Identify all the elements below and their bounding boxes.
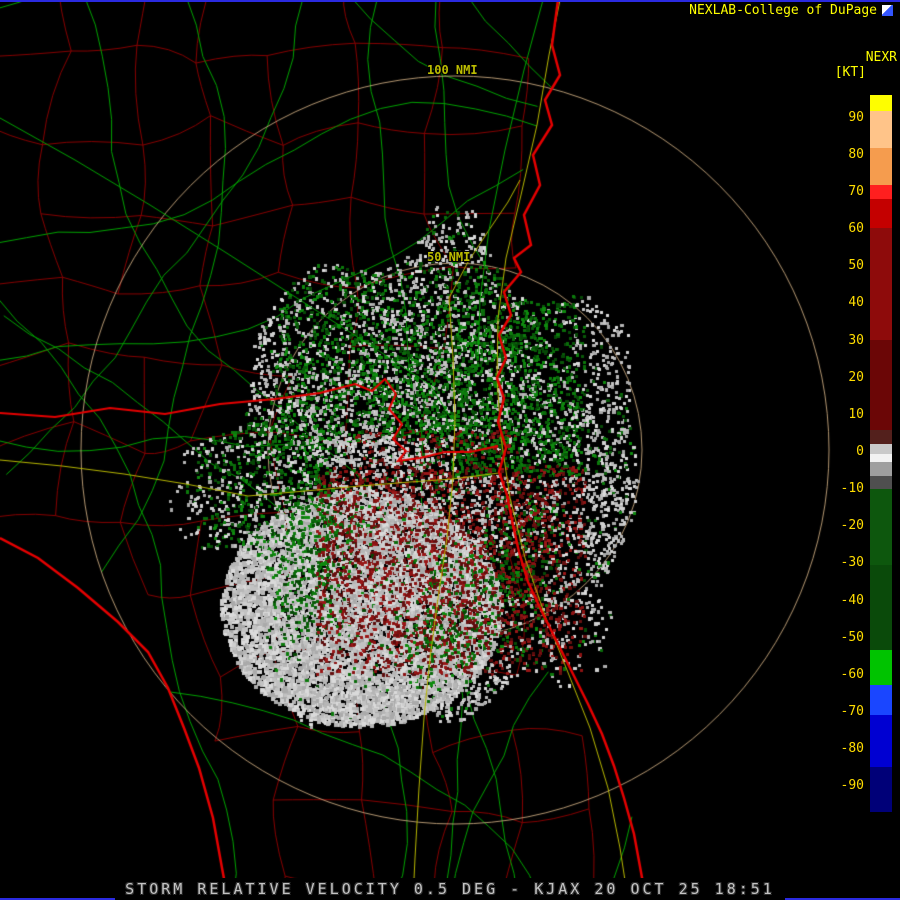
legend-tick: -20 (840, 518, 864, 534)
legend-tick: -70 (840, 704, 864, 720)
legend-tick: 80 (848, 146, 864, 162)
legend-tick: 0 (856, 444, 864, 459)
legend-tick: -80 (840, 741, 864, 757)
legend-tick: 30 (848, 332, 864, 348)
range-ring-label-100: 100 NMI (427, 63, 478, 77)
attribution: NEXLAB-College of DuPage (687, 2, 895, 19)
legend-tick: 90 (848, 109, 864, 125)
legend-title: NEXR (865, 50, 897, 65)
cod-logo-icon (882, 5, 893, 16)
legend-tick: -40 (840, 592, 864, 608)
legend-tick: -10 (840, 481, 864, 497)
top-border-line (0, 0, 900, 2)
legend-tick: -60 (840, 666, 864, 682)
legend-tick: -90 (840, 778, 864, 794)
attribution-text: NEXLAB-College of DuPage (689, 3, 877, 18)
legend-tick: 50 (848, 258, 864, 274)
legend-units: [KT] (834, 65, 866, 80)
legend-tick: -30 (840, 555, 864, 571)
legend-tick: 20 (848, 369, 864, 385)
legend-tick: 60 (848, 221, 864, 237)
range-ring-label-50: 50 NMI (427, 250, 471, 264)
product-title: STORM RELATIVE VELOCITY 0.5 DEG - KJAX 2… (115, 878, 785, 900)
legend-tick: 10 (848, 406, 864, 422)
velocity-legend: NEXR [KT] 90 80 70 60 50 40 30 20 10 0 -10 -20 -30 -4… (780, 0, 900, 900)
legend-colorbar (870, 95, 892, 812)
legend-tick: -50 (840, 629, 864, 645)
legend-tick: 70 (848, 183, 864, 199)
legend-tick: 40 (848, 295, 864, 311)
